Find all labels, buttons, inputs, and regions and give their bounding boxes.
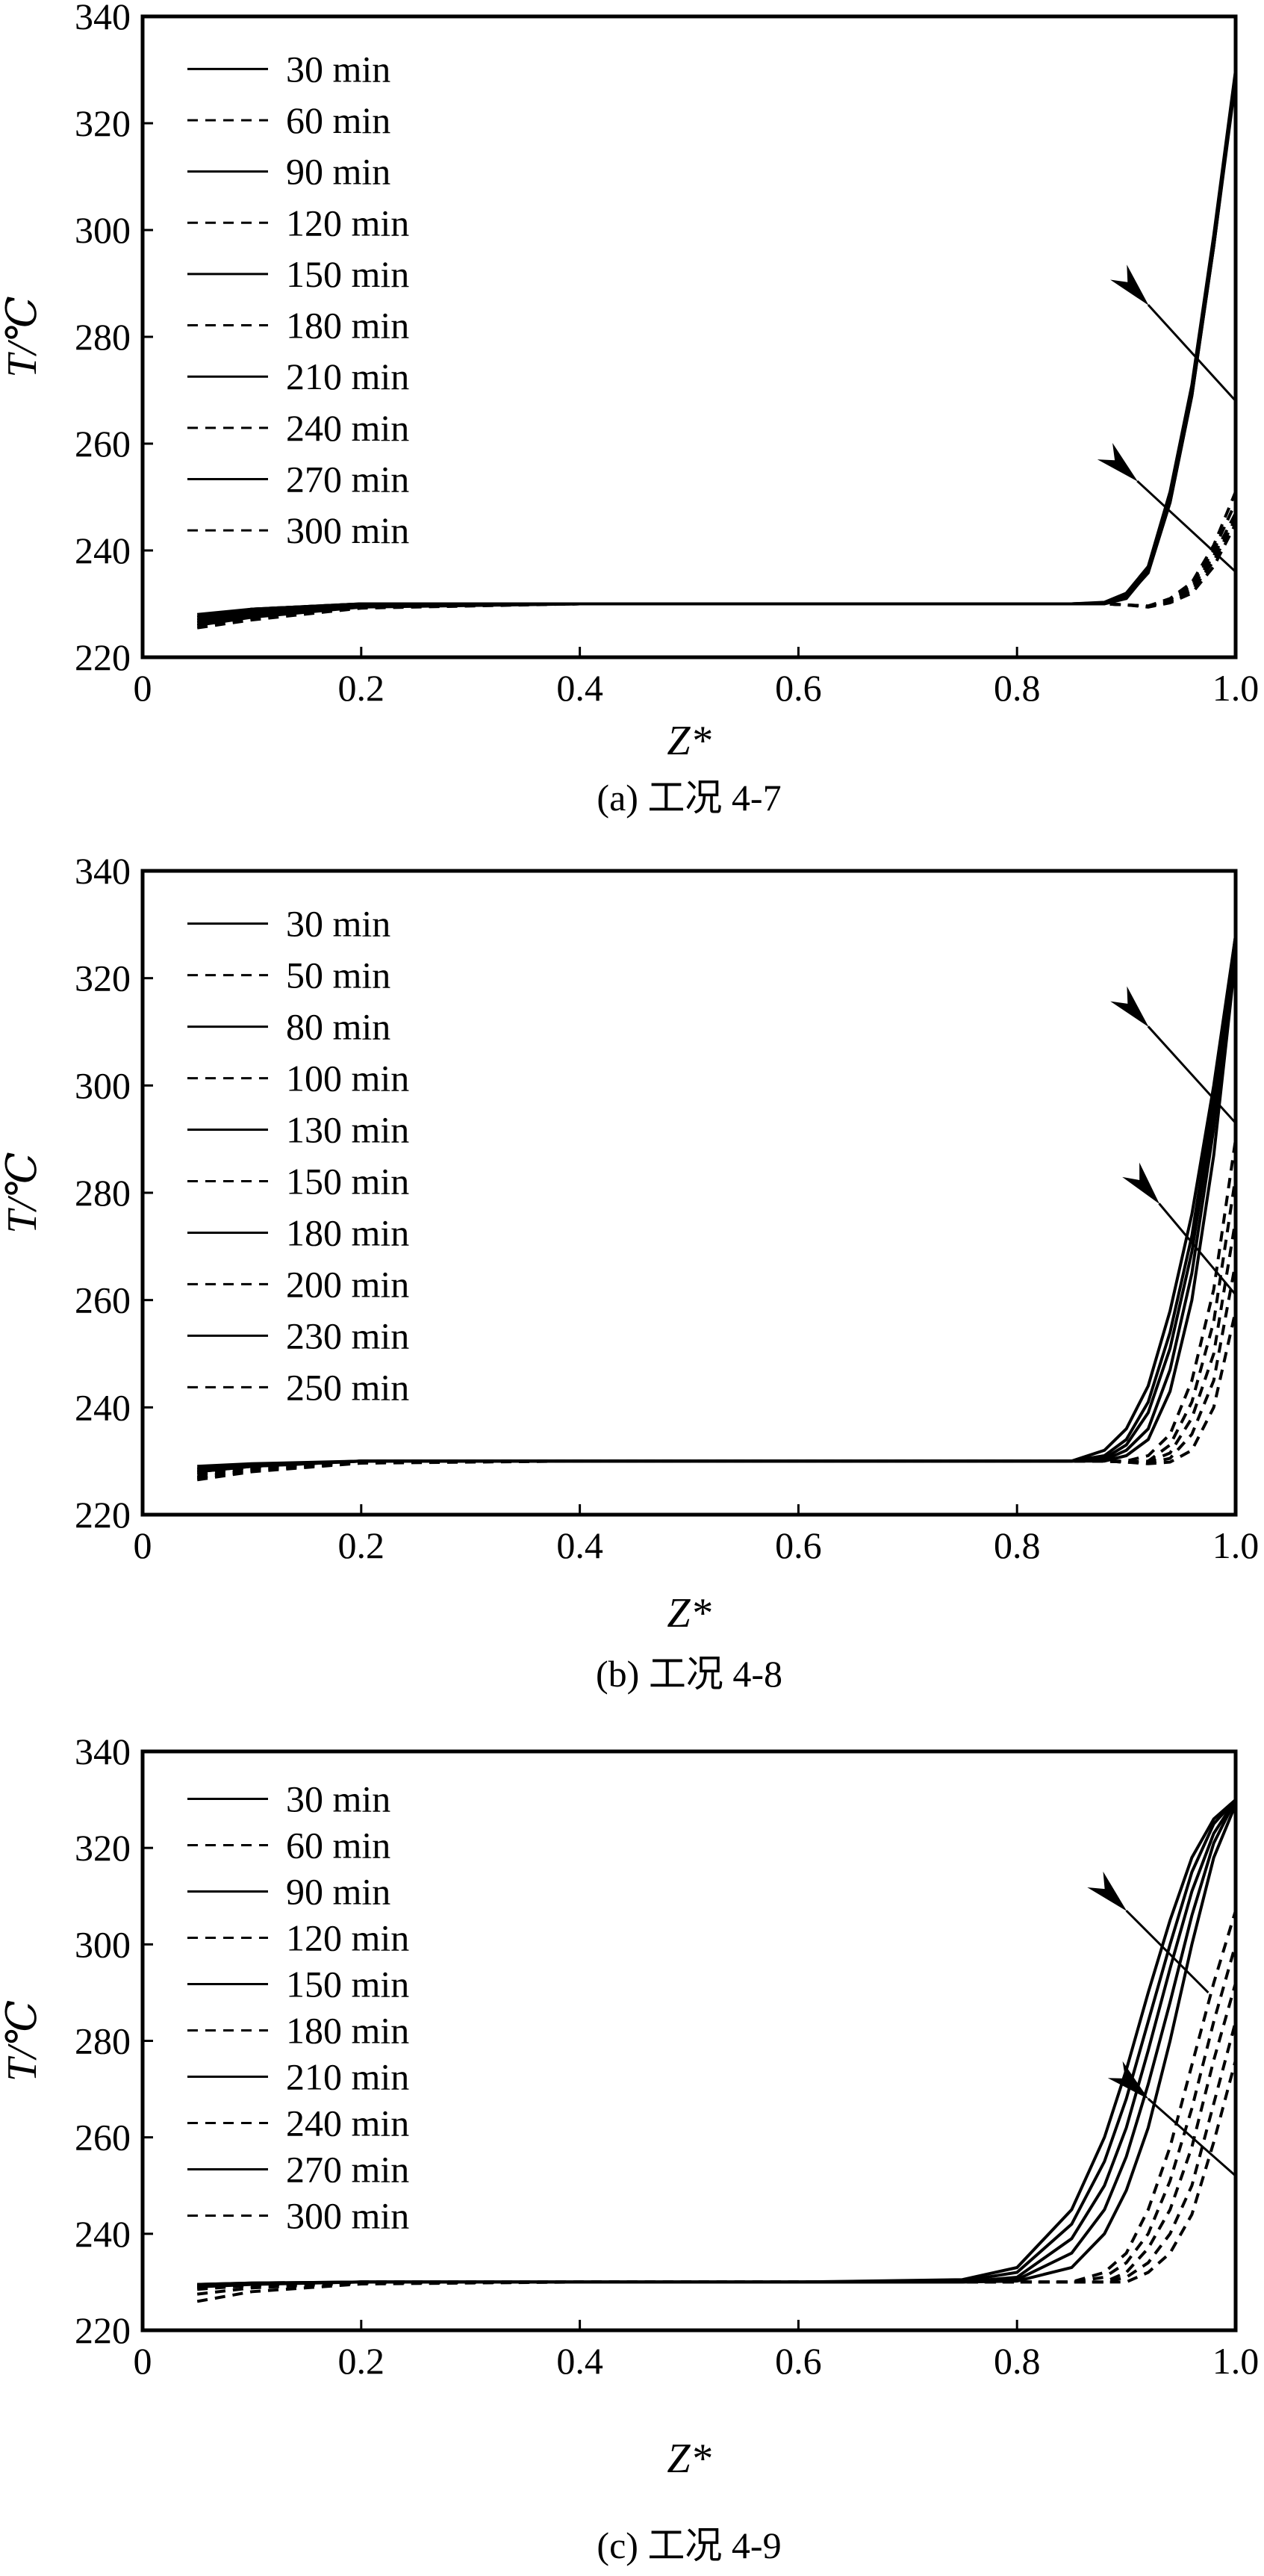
legend-label: 130 min [286, 1109, 409, 1151]
y-tick-label: 300 [75, 1923, 131, 1965]
x-tick-label: 0.8 [994, 2340, 1041, 2382]
y-tick-label: 320 [75, 1827, 131, 1869]
x-tick-label: 0.8 [994, 1524, 1041, 1566]
legend-label: 60 min [286, 99, 390, 141]
legend: 30 min 60 min 90 min 120 min 150 min 180 min 2… [187, 48, 409, 551]
panel-c: 0 0.2 0.4 0.6 0.8 1.0 220 240 260 280 300 320 340 Z* T… [0, 1731, 1259, 2566]
legend-label: 300 min [286, 2195, 409, 2237]
trend-arrow [1107, 2061, 1236, 2177]
legend-label: 100 min [286, 1058, 409, 1099]
y-tick-label: 300 [75, 209, 131, 251]
x-tick-label: 0.4 [556, 667, 603, 709]
legend-label: 120 min [286, 202, 409, 243]
legend-label: 300 min [286, 509, 409, 551]
y-tick-label: 280 [75, 2020, 131, 2062]
y-tick-label: 320 [75, 958, 131, 999]
panel-caption: (b) 工况 4-8 [596, 1653, 782, 1695]
y-tick-label: 280 [75, 1172, 131, 1214]
trend-arrow [1110, 264, 1237, 402]
trend-arrow [1087, 1871, 1209, 1993]
y-axis-label: T/℃ [0, 2000, 46, 2082]
legend-label: 180 min [286, 305, 409, 347]
x-tick-label: 0.4 [556, 1524, 603, 1566]
panel-b: 0 0.2 0.4 0.6 0.8 1.0 220 240 260 280 300 320 340 Z* T… [0, 850, 1259, 1695]
x-tick-label: 0.6 [775, 1524, 822, 1566]
x-tick-label: 0.8 [994, 667, 1041, 709]
legend-label: 240 min [286, 407, 409, 449]
y-tick-label: 340 [75, 0, 131, 37]
x-tick-label: 0.4 [556, 2340, 603, 2382]
y-tick-label: 340 [75, 1731, 131, 1772]
legend-label: 230 min [286, 1315, 409, 1356]
y-axis-label: T/℃ [0, 296, 46, 377]
legend-label: 240 min [286, 2102, 409, 2144]
x-tick-label: 1.0 [1212, 1524, 1260, 1566]
x-tick-label: 0.6 [775, 667, 822, 709]
legend-label: 200 min [286, 1263, 409, 1305]
y-tick-label: 300 [75, 1064, 131, 1106]
legend-label: 150 min [286, 1160, 409, 1202]
legend-label: 180 min [286, 2010, 409, 2052]
legend-label: 60 min [286, 1825, 390, 1866]
y-tick-label: 260 [75, 2117, 131, 2158]
y-tick-label: 260 [75, 1279, 131, 1321]
x-axis-label: Z* [667, 718, 711, 764]
legend-label: 270 min [286, 458, 409, 500]
legend-label: 210 min [286, 356, 409, 397]
series-line-300-min [196, 523, 1237, 630]
x-tick-label: 0.2 [338, 667, 385, 709]
x-tick-label: 0 [134, 667, 152, 709]
x-tick-label: 0 [134, 1524, 152, 1566]
x-tick-label: 0.2 [338, 2340, 385, 2382]
legend-label: 270 min [286, 2149, 409, 2191]
x-tick-label: 0 [134, 2340, 152, 2382]
trend-arrow [1110, 986, 1237, 1124]
x-axis-label: Z* [667, 2436, 711, 2482]
series-line-250-min [196, 1310, 1237, 1482]
legend-label: 30 min [286, 48, 390, 90]
trend-arrow [1097, 443, 1237, 573]
trend-arrow [1122, 1162, 1237, 1296]
y-tick-label: 340 [75, 850, 131, 892]
panel-caption: (a) 工况 4-7 [597, 777, 781, 819]
legend-label: 30 min [286, 1778, 390, 1820]
legend: 30 min 50 min 80 min 100 min 130 min 150 min 1… [187, 903, 409, 1408]
y-tick-label: 240 [75, 1386, 131, 1428]
y-tick-label: 240 [75, 2213, 131, 2255]
legend-label: 150 min [286, 1964, 409, 2005]
legend-label: 30 min [286, 903, 390, 945]
x-axis-label: Z* [667, 1590, 711, 1636]
y-tick-label: 220 [75, 2309, 131, 2351]
x-tick-label: 0.2 [338, 1524, 385, 1566]
legend-label: 210 min [286, 2056, 409, 2098]
y-tick-label: 280 [75, 316, 131, 358]
legend-label: 150 min [286, 253, 409, 295]
y-tick-label: 260 [75, 423, 131, 465]
y-tick-label: 220 [75, 1494, 131, 1536]
legend-label: 120 min [286, 1917, 409, 1959]
panel-a: 0 0.2 0.4 0.6 0.8 1.0 220 240 260 280 300 320 340 Z* T… [0, 0, 1259, 819]
y-tick-label: 220 [75, 636, 131, 678]
x-tick-label: 1.0 [1212, 667, 1260, 709]
y-tick-label: 240 [75, 530, 131, 571]
y-tick-label: 320 [75, 102, 131, 144]
x-tick-label: 1.0 [1212, 2340, 1260, 2382]
legend-label: 80 min [286, 1006, 390, 1048]
legend-label: 50 min [286, 955, 390, 996]
series-line-300-min [196, 2059, 1237, 2303]
panel-caption: (c) 工况 4-9 [597, 2524, 781, 2566]
legend-label: 180 min [286, 1211, 409, 1253]
y-axis-label: T/℃ [0, 1152, 46, 1233]
legend-label: 250 min [286, 1366, 409, 1408]
x-tick-label: 0.6 [775, 2340, 822, 2382]
legend-label: 90 min [286, 1871, 390, 1913]
legend-label: 90 min [286, 151, 390, 193]
